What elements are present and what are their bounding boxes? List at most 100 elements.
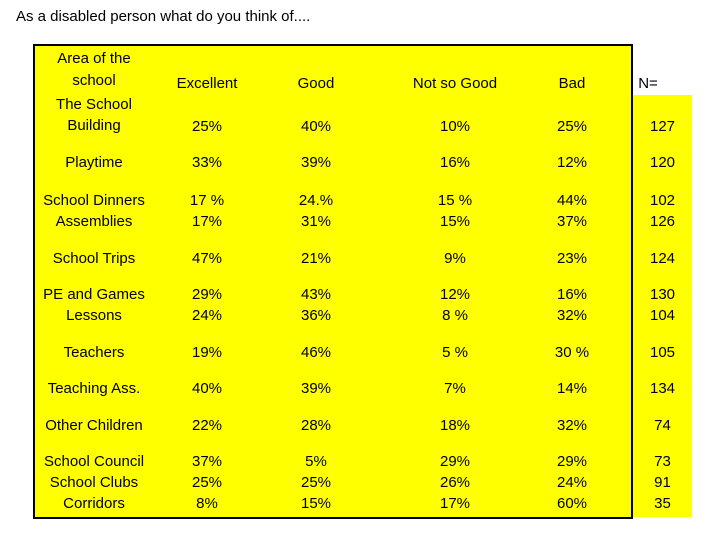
cell-bad: 32% [536, 415, 608, 436]
cell-not-so-good: 12% 8 % [380, 284, 530, 326]
cell-line: 21% [300, 250, 332, 267]
cell-line: 32% [556, 307, 588, 324]
cell-excellent: 22% [158, 415, 256, 436]
cell-line: School Trips [52, 250, 136, 267]
cell-good: 39% [266, 378, 366, 399]
cell-line: Other Children [45, 417, 143, 434]
cell-line: 29% [191, 286, 223, 303]
cell-n: 134 [633, 378, 692, 399]
cell-n: 105 [633, 342, 692, 363]
cell-bad: 23% [536, 248, 608, 269]
cell-n: 102 126 [633, 190, 692, 232]
cell-line: 24% [556, 474, 588, 491]
cell-line: 16% [556, 286, 588, 303]
header-good: Good [297, 75, 335, 92]
cell-line: 8% [196, 495, 218, 512]
cell-line: Teaching Ass. [47, 380, 141, 397]
cell-area: PE and Games Lessons [35, 284, 153, 326]
cell-line: Lessons [66, 307, 122, 324]
header-n: N= [638, 75, 658, 92]
cell-area: School Trips [35, 248, 153, 269]
cell-line: 39% [300, 380, 332, 397]
cell-line: 102 [649, 192, 676, 209]
table-background [33, 44, 633, 519]
cell-good: 43% 36% [266, 284, 366, 326]
cell-line: 43% [300, 286, 332, 303]
cell-line: 5% [305, 453, 327, 470]
cell-line: The School [56, 96, 132, 113]
cell-not-so-good: 7% [380, 378, 530, 399]
cell-n: 73 91 35 [633, 451, 692, 514]
cell-line: 22% [191, 417, 223, 434]
cell-line: 47% [191, 250, 223, 267]
cell-line: 44% [556, 192, 588, 209]
cell-line: 19% [191, 344, 223, 361]
cell-line: Assemblies [55, 213, 133, 230]
cell-excellent: 17 % 17% [158, 190, 256, 232]
cell-line: 73 [654, 453, 671, 470]
cell-line: 91 [654, 474, 671, 491]
cell-good: 46% [266, 342, 366, 363]
cell-line: 25% [191, 474, 223, 491]
cell-line: 15% [439, 213, 471, 230]
cell-line: 15 % [437, 192, 473, 209]
n-column-background [633, 95, 692, 517]
cell-line: 40% [300, 118, 332, 135]
cell-excellent: 29% 24% [158, 284, 256, 326]
cell-line: 24.% [298, 192, 334, 209]
header-bad: Bad [558, 75, 586, 92]
cell-line: 25% [556, 118, 588, 135]
cell-line: 36% [300, 307, 332, 324]
cell-good: 28% [266, 415, 366, 436]
cell-bad: 14% [536, 378, 608, 399]
cell-line: 134 [649, 380, 676, 397]
cell-line: 104 [649, 307, 676, 324]
cell-excellent: 33% [158, 152, 256, 173]
cell-n: 127 [633, 116, 692, 137]
cell-not-so-good: 5 % [380, 342, 530, 363]
cell-line: 17% [439, 495, 471, 512]
cell-line: 7% [444, 380, 466, 397]
cell-line: 18% [439, 417, 471, 434]
cell-bad: 12% [536, 152, 608, 173]
cell-bad: 44% 37% [536, 190, 608, 232]
cell-line: 29% [439, 453, 471, 470]
cell-good: 5% 25% 15% [266, 451, 366, 514]
cell-line: 12% [556, 154, 588, 171]
cell-not-so-good: 10% [380, 116, 530, 137]
cell-line: 60% [556, 495, 588, 512]
cell-line: 105 [649, 344, 676, 361]
cell-not-so-good: 9% [380, 248, 530, 269]
cell-bad: 25% [536, 116, 608, 137]
cell-line: 24% [191, 307, 223, 324]
cell-good: 24.% 31% [266, 190, 366, 232]
cell-line: 127 [649, 118, 676, 135]
cell-line: Teachers [63, 344, 125, 361]
slide-title: As a disabled person what do you think o… [16, 8, 311, 25]
header-area-line-2: school [72, 72, 116, 89]
cell-line: School Council [43, 453, 145, 470]
cell-area: Other Children [35, 415, 153, 436]
cell-line: Playtime [65, 154, 123, 171]
cell-line: 35 [654, 495, 671, 512]
cell-line: 74 [654, 417, 671, 434]
header-not-so-good: Not so Good [412, 75, 498, 92]
cell-line: 124 [649, 250, 676, 267]
cell-line: School Dinners [43, 192, 145, 209]
cell-line: 10% [439, 118, 471, 135]
cell-excellent: 37% 25% 8% [158, 451, 256, 514]
cell-line: 37% [191, 453, 223, 470]
cell-line: 12% [439, 286, 471, 303]
cell-area: Teachers [35, 342, 153, 363]
cell-not-so-good: 29% 26% 17% [380, 451, 530, 514]
cell-line: 33% [191, 154, 223, 171]
cell-line: 28% [300, 417, 332, 434]
header-area: Area of the school [35, 48, 153, 92]
cell-n: 120 [633, 152, 692, 173]
cell-area: Playtime [35, 152, 153, 173]
cell-line: 14% [556, 380, 588, 397]
cell-line: 37% [556, 213, 588, 230]
cell-excellent: 25% [158, 116, 256, 137]
cell-n: 130 104 [633, 284, 692, 326]
cell-line: 46% [300, 344, 332, 361]
